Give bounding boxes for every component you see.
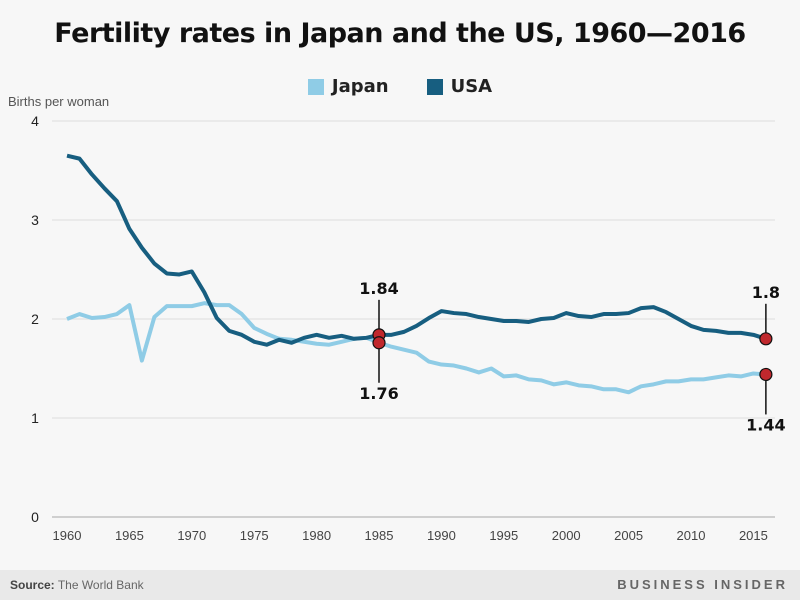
source-label: Source: [10,578,55,592]
y-tick-label: 2 [31,311,39,327]
x-tick-label: 1995 [489,528,518,543]
footer: Source: The World Bank BUSINESS INSIDER [0,570,800,600]
x-tick-label: 2015 [739,528,768,543]
source-note: Source: The World Bank [10,578,144,592]
source-text: The World Bank [57,578,144,592]
annotation-label: 1.84 [359,279,398,298]
legend-swatch-usa [426,78,443,95]
series-line-usa [66,153,767,347]
annotation-label: 1.76 [359,384,398,403]
x-tick-label: 2010 [677,528,706,543]
legend-label-usa: USA [450,76,493,97]
y-tick-label: 0 [31,509,39,525]
annotation-marker [759,332,773,346]
legend-item-japan: Japan [307,76,389,97]
y-tick-label: 1 [31,410,39,426]
series-line-japan [66,301,767,395]
brand-logo: BUSINESS INSIDER [617,577,788,592]
annotation-marker [372,336,386,350]
x-tick-label: 1965 [115,528,144,543]
y-tick-label: 4 [31,113,39,129]
x-tick-label: 1990 [427,528,456,543]
annotation-label: 1.44 [746,415,785,434]
x-tick-label: 2005 [614,528,643,543]
x-tick-label: 1985 [365,528,394,543]
x-tick-label: 1960 [53,528,82,543]
legend-label-japan: Japan [331,76,389,97]
annotation-label: 1.8 [752,283,780,302]
x-tick-label: 2000 [552,528,581,543]
chart-area: 0 1 2 3 4 1960 1965 1970 1975 1980 1985 1990 1995 200… [31,113,786,543]
annotation-marker [759,367,773,382]
chart-title: Fertility rates in Japan and the US, 196… [54,18,746,49]
y-axis-label: Births per woman [8,94,110,109]
x-tick-label: 1980 [302,528,331,543]
legend-swatch-japan [307,78,324,95]
x-tick-label: 1970 [177,528,206,543]
legend-item-usa: USA [426,76,493,97]
y-tick-label: 3 [31,212,39,228]
legend: Japan USA [0,76,800,97]
x-tick-label: 1975 [240,528,269,543]
